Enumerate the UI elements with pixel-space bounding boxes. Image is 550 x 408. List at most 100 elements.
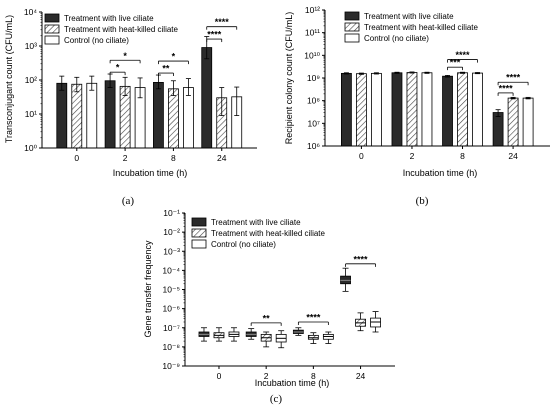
a-x-tick-label: 24 [217,153,227,163]
c-y-tick-label: 10⁻³ [163,246,180,256]
a-legend-swatch-live [44,13,60,23]
panel-b-legend: Treatment with live ciliate Treatment wit… [344,11,479,43]
b-legend-label-control: Control (no ciliate) [364,34,429,43]
a-bar-control [183,87,194,149]
b-bar-control [472,72,483,147]
panel-c-chart: Gene transfer frequency 10⁻⁹ 10⁻⁸ 10⁻⁷ 10⁻⁶… [143,208,395,405]
c-y-tick-label: 10⁻⁹ [162,361,180,371]
a-x-tick-label: 8 [171,153,176,163]
b-bar-control [522,97,534,147]
c-sig-stars: ** [263,313,271,323]
panel-a-legend: Treatment with live ciliate Treatment wit… [44,13,179,45]
c-y-tick-label: 10⁻⁸ [162,342,180,352]
panel-b-label: (b) [416,195,429,207]
panel-b-bars [341,71,534,147]
panel-a-significance: ************* [109,17,238,77]
a-y-tick-label: 10² [25,75,37,85]
panel-b-chart: Recipient colony count (CFU/mL) 10⁶ 10⁷ 10… [284,5,550,207]
b-bar-heat-killed [406,72,418,147]
b-x-tick-label: 2 [410,151,415,161]
panel-b-ylabel: Recipient colony count (CFU/mL) [284,12,294,145]
c-legend-label-control: Control (no ciliate) [211,240,276,249]
a-legend-label-live: Treatment with live ciliate [64,14,154,23]
a-legend-swatch-heat-killed [44,24,60,34]
c-y-tick-label: 10⁻⁴ [162,265,180,275]
a-sig-stars: **** [215,17,230,27]
a-sig-stars: * [116,63,120,73]
panel-b-y-axis: 10⁶ 10⁷ 10⁸ 10⁹ 10¹⁰ 10¹¹ 10¹² [304,5,326,151]
a-legend-label-heat-killed: Treatment with heat-killed ciliate [64,25,179,34]
a-y-tick-label: 10¹ [25,109,37,119]
panel-a-bars [56,36,243,149]
panel-c-significance: ** ******** [250,254,376,326]
b-x-tick-label: 0 [359,151,364,161]
b-bar-heat-killed [457,72,468,147]
panel-a-x-axis: 0 2 8 24 [42,147,257,163]
b-legend-label-live: Treatment with live ciliate [364,12,454,21]
panel-b-xlabel: Incubation time (h) [403,168,478,178]
b-y-tick-label: 10¹² [305,5,320,15]
panel-c-label: (c) [270,393,283,405]
c-legend-label-live: Treatment with live ciliate [211,218,301,227]
a-sig-stars: * [172,52,176,62]
b-bar-live [341,72,352,147]
panel-a-ylabel: Transconjugant count (CFU/mL) [4,15,14,143]
c-sig-stars: **** [354,254,369,264]
a-bar-live [56,82,68,149]
a-bar-heat-killed [71,83,83,149]
panel-c-legend: Treatment with live ciliate Treatment wit… [191,217,326,249]
c-y-tick-label: 10⁻⁵ [163,285,180,295]
b-sig-stars: **** [456,50,471,60]
c-y-tick-label: 10⁻⁷ [163,323,180,333]
b-bar-control [421,72,433,147]
panel-a-xlabel: Incubation time (h) [113,168,188,178]
b-bar-control [371,72,382,147]
b-sig-stars: **** [506,73,521,83]
panel-b-x-axis: 0 2 8 24 [325,145,550,161]
c-x-tick-label: 2 [264,371,269,381]
a-x-tick-label: 2 [123,153,128,163]
b-sig-stars: *** [450,58,461,68]
panel-c-boxes [198,267,381,349]
b-bar-live [442,75,453,147]
c-sig-stars: **** [306,312,321,322]
a-bar-control [86,82,98,149]
a-sig-stars: **** [207,30,222,40]
a-x-tick-label: 0 [74,153,79,163]
panel-a-label: (a) [122,195,135,207]
b-bar-live [391,72,403,147]
c-x-tick-label: 0 [217,371,222,381]
panel-b-significance: *************** [447,50,529,96]
panel-c-ylabel: Gene transfer frequency [143,240,153,338]
c-x-tick-label: 24 [356,371,366,381]
a-sig-stars: * [123,51,127,61]
a-legend-label-control: Control (no ciliate) [64,36,129,45]
b-bar-heat-killed [507,97,519,147]
a-bar-heat-killed [168,88,179,149]
panel-a-y-axis: 10⁰ 10¹ 10² 10³ 10⁴ [24,7,43,153]
c-legend-label-heat-killed: Treatment with heat-killed ciliate [211,229,326,238]
c-legend-swatch-control [191,239,207,249]
c-y-tick-label: 10⁻⁶ [163,304,180,314]
b-x-tick-label: 24 [508,151,518,161]
panel-c-xlabel: Incubation time (h) [255,378,330,388]
a-bar-live [104,80,116,149]
b-y-tick-label: 10⁶ [307,141,320,151]
b-y-tick-label: 10⁷ [307,118,320,128]
b-bar-heat-killed [356,73,367,147]
a-y-tick-label: 10⁰ [24,143,37,153]
b-legend-swatch-control [344,33,360,43]
c-y-tick-label: 10⁻² [163,227,180,237]
a-legend-swatch-control [44,35,60,45]
b-bar-live [492,112,504,147]
c-x-tick-label: 8 [311,371,316,381]
panel-a-chart: Transconjugant count (CFU/mL) 10⁰10¹10²1… [4,7,257,207]
panel-c-x-axis: 0 2 8 24 [185,365,395,381]
b-y-tick-label: 10⁹ [307,73,320,83]
panel-c-y-axis: 10⁻⁹ 10⁻⁸ 10⁻⁷ 10⁻⁶ 10⁻⁵ 10⁻⁴ 10⁻³ 10⁻² 10⁻¹ [162,208,186,371]
a-sig-stars: ** [162,64,170,74]
c-legend-swatch-heat-killed [191,228,207,238]
a-bar-live [201,47,213,149]
b-sig-stars: **** [499,83,514,93]
c-box-control [370,317,381,328]
